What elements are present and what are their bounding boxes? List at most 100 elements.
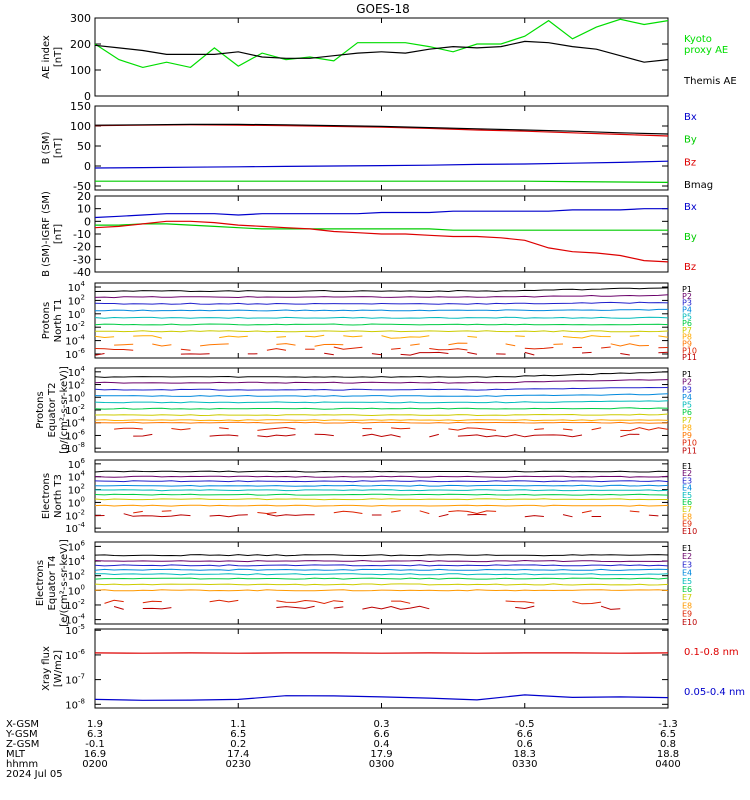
legend-label: 0.1-0.8 nm [684, 647, 739, 658]
series-line-bx [94, 208, 668, 219]
channel-line-p5 [94, 400, 669, 404]
y-tick-label: 10-4 [65, 334, 85, 348]
y-tick-label: 300 [70, 12, 91, 25]
channel-line-p8 [343, 335, 363, 338]
channel-line-e9 [257, 512, 277, 515]
legend-p7: P7 [682, 326, 692, 335]
channel-line-p8 [658, 335, 669, 338]
channel-line-e10 [123, 513, 191, 518]
y-tick-label: 106 [68, 539, 86, 553]
y-axis-label: Protons [41, 302, 52, 339]
legend-p10: P10 [682, 346, 697, 355]
y-tick-label: 102 [68, 483, 85, 497]
y-axis-label: B (SM) [41, 131, 52, 164]
channel-line-p10 [534, 428, 544, 430]
footer-value: -1.3 [658, 719, 678, 730]
footer-value: 0330 [512, 759, 537, 770]
y-tick-label: 100 [68, 307, 85, 321]
y-tick-label: 106 [68, 457, 86, 471]
panel-frame [94, 628, 669, 709]
legend-e9: E9 [682, 520, 692, 529]
legend-e10: E10 [682, 527, 697, 536]
channel-line-e10 [266, 513, 315, 517]
y-tick-label: 10-8 [65, 697, 85, 711]
footer-row-label: Z-GSM [6, 739, 39, 750]
y-tick-label: 10-2 [65, 403, 85, 417]
channel-line-e9 [419, 510, 430, 515]
footer-date: 2024 Jul 05 [6, 769, 63, 780]
channel-line-p6 [94, 323, 669, 326]
y-tick-label: -50 [73, 180, 91, 193]
channel-line-p8 [94, 335, 115, 339]
channel-line-e10 [362, 605, 430, 610]
y-axis-label: Xray flux [41, 646, 52, 691]
y-tick-label: 10-4 [65, 416, 85, 430]
legend-label: Bx [684, 202, 697, 213]
legend-label: Themis AE [683, 76, 737, 87]
channel-line-e8 [94, 589, 669, 592]
y-tick-label: 0 [84, 90, 91, 103]
legend-p3: P3 [682, 299, 692, 308]
legend-p1: P1 [682, 370, 692, 379]
footer-value: 6.5 [230, 729, 246, 740]
channel-line-e2 [94, 475, 669, 478]
channel-line-e9 [333, 510, 363, 514]
channel-line-p11 [620, 353, 630, 356]
legend-p2: P2 [682, 292, 692, 301]
channel-line-p10 [257, 426, 296, 431]
legend-p6: P6 [682, 408, 692, 417]
y-tick-label: 104 [68, 280, 86, 294]
channel-line-e10 [467, 513, 487, 516]
footer-value: 0300 [369, 759, 394, 770]
channel-line-p9 [410, 343, 420, 346]
y-tick-label: 10-4 [65, 613, 85, 627]
y-tick-label: 10-6 [65, 347, 85, 361]
channel-line-p9 [448, 342, 468, 346]
y-tick-label: 10-2 [65, 320, 85, 334]
channel-line-p10 [333, 346, 363, 350]
channel-line-e10 [438, 513, 449, 518]
legend-e3: E3 [682, 560, 692, 569]
y-tick-label: 102 [68, 378, 85, 392]
legend-p8: P8 [682, 333, 692, 342]
channel-line-e10 [648, 514, 659, 517]
channel-line-p9 [314, 343, 344, 347]
y-axis-label: [e/(cm²-s-sr-keV)] [59, 539, 70, 627]
y-axis-label: North T1 [53, 299, 64, 343]
channel-line-p8 [515, 335, 525, 337]
y-tick-label: 100 [70, 64, 91, 77]
y-tick-label: 102 [68, 569, 85, 583]
y-axis-label: Equator T2 [47, 383, 58, 438]
channel-line-p10 [429, 348, 468, 351]
channel-line-p7 [95, 330, 669, 333]
channel-line-p10 [266, 348, 287, 351]
channel-line-p8 [276, 336, 287, 338]
channel-line-p10 [219, 427, 229, 430]
channel-line-p11 [133, 433, 153, 437]
panel-frame [94, 105, 669, 191]
y-axis-label: Electrons [41, 473, 52, 519]
channel-line-e7 [94, 498, 668, 501]
channel-line-e10 [113, 606, 124, 610]
footer-value: 0400 [655, 759, 680, 770]
footer-row-label: X-GSM [6, 719, 39, 730]
panel-frame [94, 282, 669, 359]
legend-e4: E4 [682, 484, 692, 493]
channel-line-e4 [94, 568, 669, 571]
legend-p10: P10 [682, 439, 697, 448]
panel-frame [94, 459, 669, 533]
channel-line-e9 [581, 510, 592, 514]
legend-e2: E2 [682, 552, 692, 561]
channel-line-p11 [314, 433, 334, 437]
series-line-by [95, 223, 668, 231]
channel-line-p11 [467, 351, 478, 355]
channel-line-e9 [104, 599, 124, 604]
channel-line-p11 [620, 433, 640, 438]
channel-line-p10 [591, 427, 602, 431]
channel-line-p10 [448, 427, 497, 431]
footer-row-label: MLT [6, 749, 26, 760]
channel-line-p7 [94, 413, 669, 417]
legend-p4: P4 [682, 305, 692, 314]
y-tick-label: 10-4 [65, 521, 85, 535]
y-tick-label: 102 [68, 293, 85, 307]
